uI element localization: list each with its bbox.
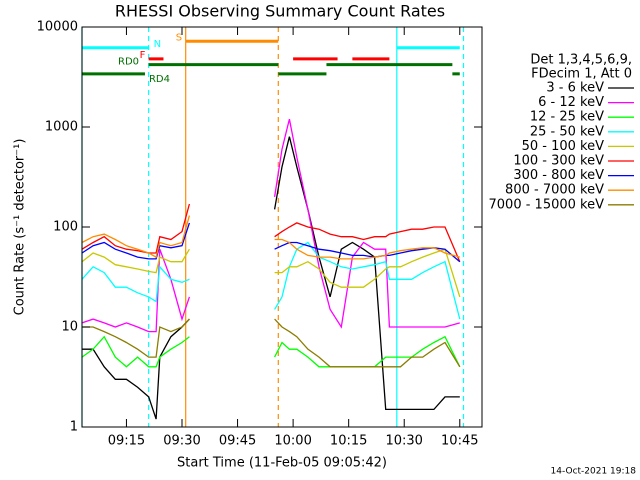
y-axis-label: Count Rate (s⁻¹ detector⁻¹) <box>13 139 28 316</box>
chart-title: RHESSI Observing Summary Count Rates <box>115 2 445 21</box>
x-tick-label: 09:45 <box>219 434 256 449</box>
y-tick-label: 1 <box>70 420 78 435</box>
x-axis-label: Start Time (11-Feb-05 09:05:42) <box>177 456 387 471</box>
legend-label: 800 - 7000 keV <box>505 183 604 198</box>
plot-frame <box>81 26 483 428</box>
legend-label: 25 - 50 keV <box>530 124 604 139</box>
x-tick-label: 09:15 <box>108 434 145 449</box>
y-tick-label: 100 <box>53 220 78 235</box>
series-line <box>81 241 461 320</box>
legend-label: 50 - 100 keV <box>522 139 605 154</box>
flag-label: RD4 <box>149 74 170 85</box>
legend-title: FDecim 1, Att 0 <box>531 67 632 82</box>
series-line <box>81 335 461 368</box>
flag-label: S <box>176 32 182 43</box>
legend-label: 7000 - 15000 keV <box>489 197 605 212</box>
series-line <box>81 222 461 263</box>
y-tick-label: 10 <box>61 320 78 335</box>
footer: 14-Oct-2021 19:18 <box>551 467 637 477</box>
x-tick-label: 10:30 <box>385 434 422 449</box>
flag-label: F <box>140 50 146 61</box>
series-line <box>81 118 460 333</box>
y-tick-label: 10000 <box>37 20 78 35</box>
legend-label: 6 - 12 keV <box>538 95 604 110</box>
legend-label: 12 - 25 keV <box>530 110 604 125</box>
series-line <box>82 318 461 368</box>
x-tick-label: 10:45 <box>441 434 478 449</box>
x-tick-label: 10:15 <box>330 434 367 449</box>
series-line <box>81 215 460 260</box>
legend-label: 100 - 300 keV <box>513 154 604 169</box>
y-tick-label: 1000 <box>45 120 78 135</box>
flag-label: RD0 <box>118 57 139 68</box>
legend-title: Det 1,3,4,5,6,9, <box>530 53 632 68</box>
series-line <box>81 203 461 262</box>
x-tick-label: 09:30 <box>163 434 200 449</box>
x-tick-label: 10:00 <box>274 434 311 449</box>
flag-label: N <box>154 39 161 50</box>
series-line <box>82 136 460 420</box>
series-line <box>81 248 461 298</box>
legend-label: 300 - 800 keV <box>513 168 604 183</box>
legend-label: 3 - 6 keV <box>546 81 604 96</box>
